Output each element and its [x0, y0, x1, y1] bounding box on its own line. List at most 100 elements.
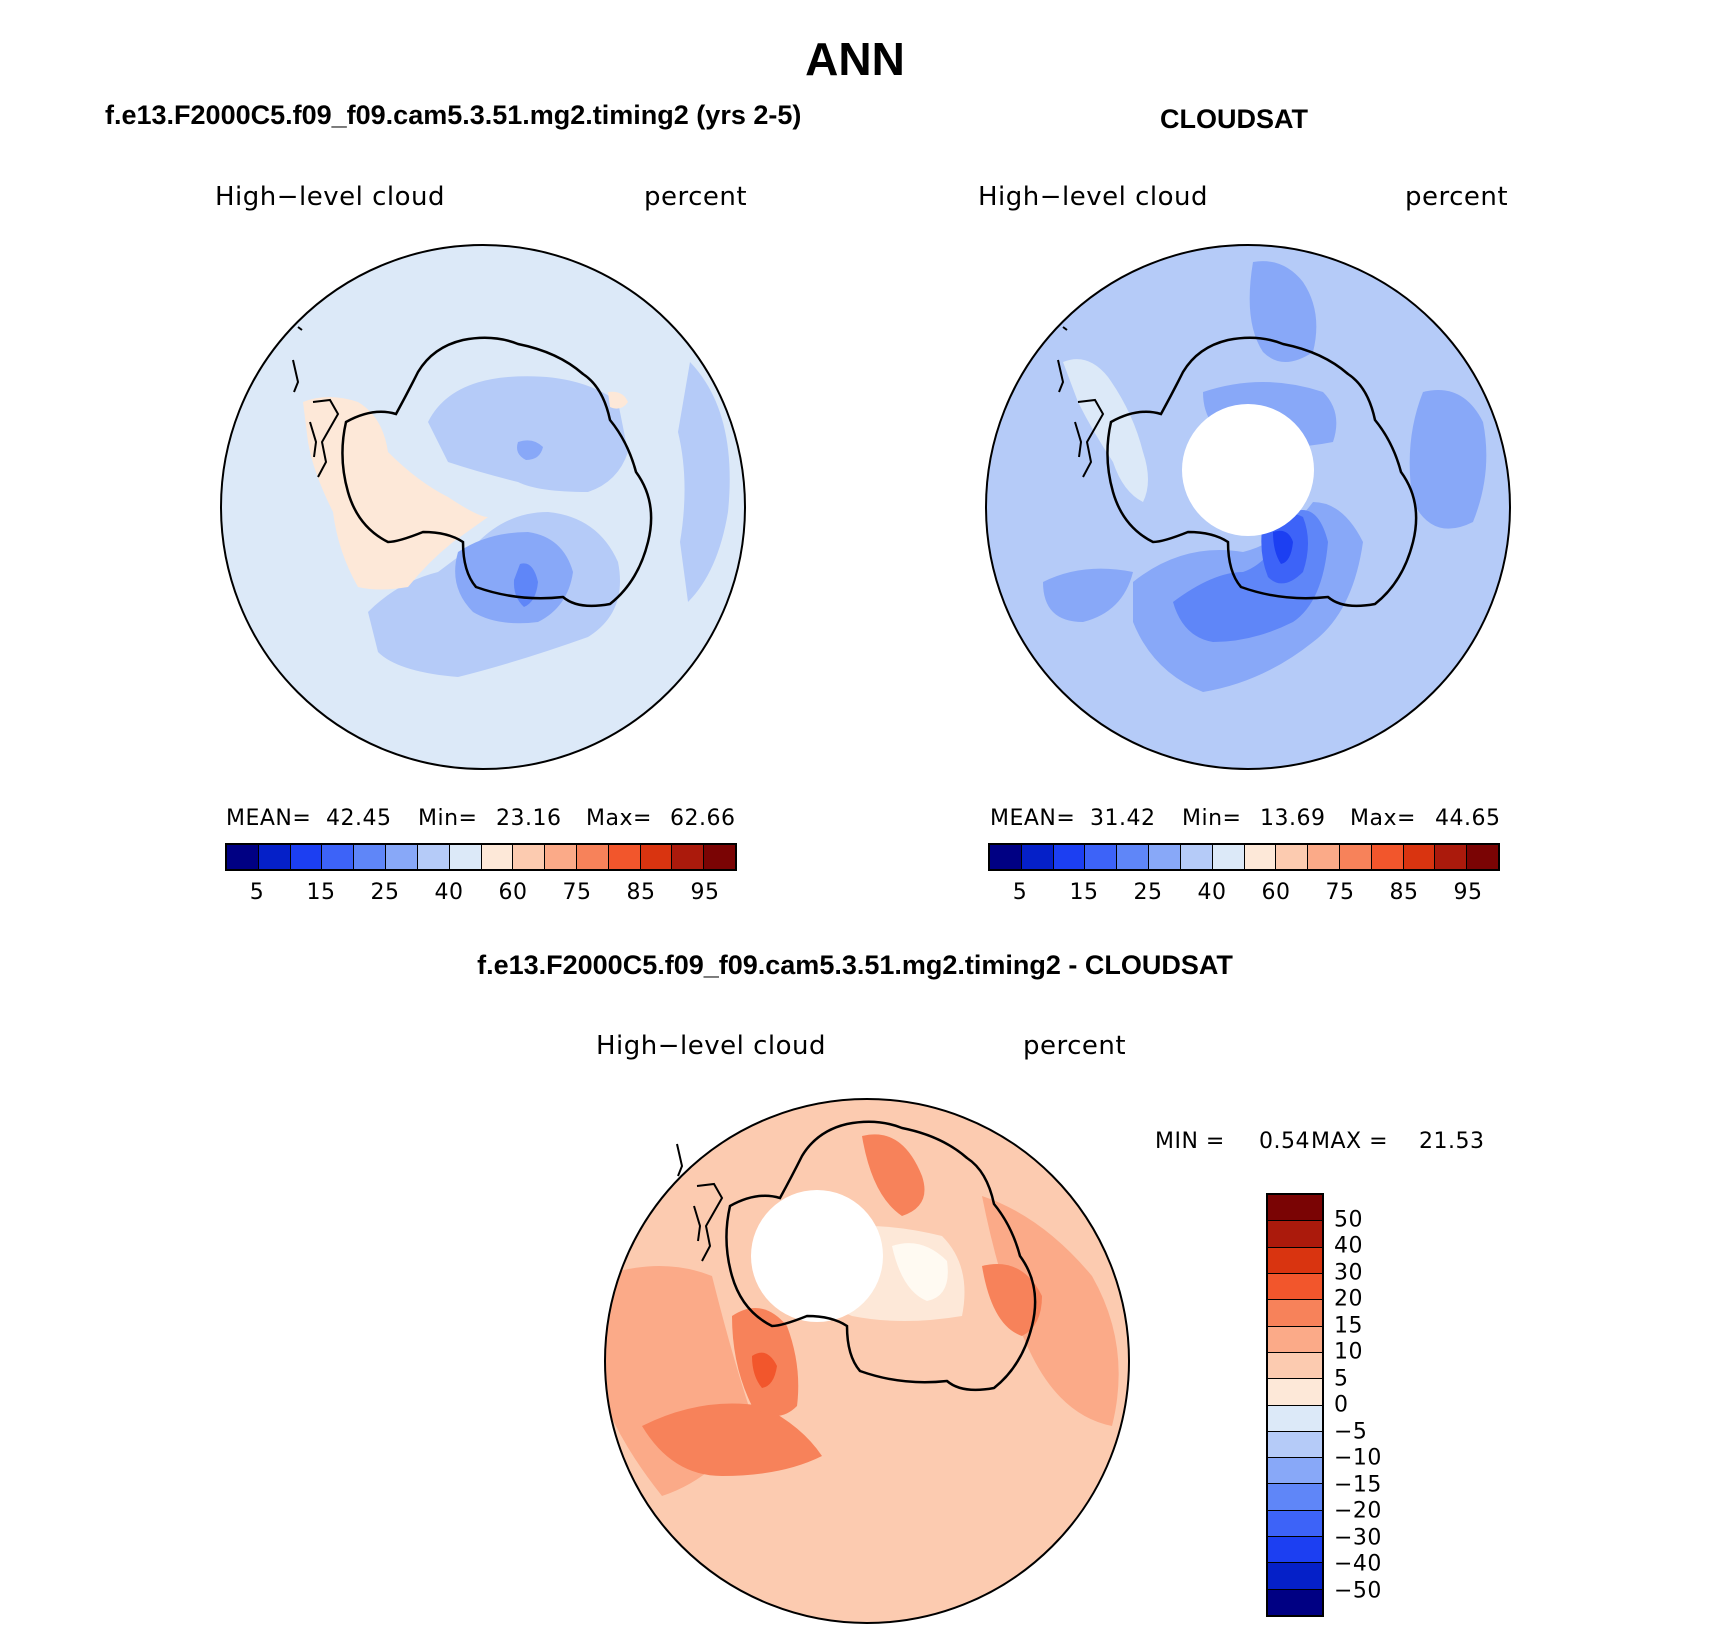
diff-colorbar-box — [1268, 1563, 1322, 1590]
diff-missing-data-hole — [751, 1190, 883, 1322]
model-field-contour — [517, 440, 543, 460]
diff-field-contour — [982, 1196, 1119, 1426]
model-field-contour — [303, 397, 488, 590]
obs-colorbar-box — [1149, 845, 1181, 869]
model-colorbar-box — [576, 845, 609, 869]
diff-colorbar-tick-label: 40 — [1334, 1233, 1363, 1259]
model-colorbar-box — [704, 845, 735, 869]
model-colorbar-box — [672, 845, 705, 869]
obs-map-border — [985, 244, 1511, 770]
model-mean-label: MEAN= — [226, 806, 312, 831]
model-colorbar-tick-label: 40 — [434, 880, 464, 905]
obs-colorbar-tick-label: 75 — [1325, 880, 1355, 905]
diff-colorbar-box — [1268, 1484, 1322, 1511]
obs-field-contour — [1273, 530, 1293, 564]
diff-min-label: MIN = — [1155, 1129, 1225, 1154]
obs-colorbar-tick-label: 15 — [1069, 880, 1099, 905]
diff-colorbar-tick-label: −5 — [1334, 1419, 1368, 1444]
obs-colorbar-box — [1021, 845, 1054, 869]
diff-colorbar-tick-label: 30 — [1334, 1260, 1363, 1285]
obs-colorbar-tick-label: 95 — [1453, 880, 1483, 905]
obs-colorbar — [988, 843, 1500, 871]
diff-colorbar-box — [1268, 1537, 1322, 1564]
diff-colorbar-tick-label: 5 — [1334, 1366, 1349, 1391]
obs-colorbar-tick-label: 85 — [1389, 880, 1419, 905]
obs-variable-label: High−level cloud — [978, 182, 1209, 212]
diff-max-label: MAX = — [1311, 1129, 1389, 1154]
main-title: ANN — [805, 33, 905, 85]
obs-field-contour — [1063, 359, 1148, 502]
obs-panel-header: CLOUDSAT — [1160, 104, 1308, 134]
obs-colorbar-ticks: 5 15 25 40 60 75 85 95 — [988, 880, 1500, 908]
model-colorbar-box — [290, 845, 323, 869]
diff-field-contour — [892, 1243, 948, 1301]
diff-colorbar-ticks: 50 40 30 20 15 10 5 0 −5 −10 −15 −20 −30 −40 −50 — [1334, 1193, 1414, 1617]
model-colorbar-tick-label: 75 — [562, 880, 592, 905]
model-min-label: Min= — [418, 806, 478, 831]
obs-field-contour — [1249, 261, 1317, 362]
diff-variable-label: High−level cloud — [596, 1031, 827, 1061]
diff-coastline-islands — [676, 1143, 684, 1177]
obs-max-label: Max= — [1350, 806, 1416, 831]
diff-colorbar-box — [1268, 1510, 1322, 1538]
model-panel-header: f.e13.F2000C5.f09_f09.cam5.3.51.mg2.timi… — [105, 100, 802, 130]
diff-colorbar-box — [1268, 1326, 1322, 1353]
model-colorbar-box — [481, 845, 514, 869]
model-colorbar-box — [640, 845, 673, 869]
diff-colorbar-tick-label: 10 — [1334, 1339, 1363, 1365]
diff-polar-map — [604, 1098, 1130, 1624]
obs-colorbar-tick-label: 40 — [1197, 880, 1227, 905]
model-colorbar-box — [354, 845, 387, 869]
obs-polar-map — [985, 244, 1511, 770]
diff-colorbar-tick-label: −30 — [1334, 1525, 1382, 1550]
model-colorbar-box — [417, 845, 450, 869]
diff-colorbar-box — [1268, 1195, 1322, 1222]
obs-colorbar-box — [990, 845, 1022, 869]
diff-field-contour — [982, 1264, 1042, 1336]
diff-max-value: 21.53 — [1419, 1129, 1485, 1154]
diff-colorbar-box — [1268, 1458, 1322, 1485]
obs-colorbar-box — [1117, 845, 1150, 869]
diff-field-contour — [642, 1403, 822, 1476]
model-units-label: percent — [644, 182, 748, 212]
model-colorbar-tick-label: 95 — [690, 880, 720, 905]
diff-colorbar-tick-label: −50 — [1334, 1578, 1382, 1603]
obs-colorbar-box — [1053, 845, 1086, 869]
obs-colorbar-tick-label: 5 — [1012, 880, 1028, 905]
diff-field-contour — [752, 1352, 777, 1388]
diff-colorbar-tick-label: −40 — [1334, 1551, 1382, 1577]
model-colorbar-tick-label: 15 — [306, 880, 336, 905]
obs-colorbar-box — [1276, 845, 1309, 869]
diff-colorbar — [1266, 1193, 1324, 1617]
diff-colorbar-tick-label: 15 — [1334, 1313, 1363, 1338]
diff-coastline — [725, 1120, 1037, 1392]
model-colorbar-box — [545, 845, 577, 869]
diff-colorbar-box — [1268, 1247, 1322, 1274]
model-coastline-peninsula — [309, 398, 340, 478]
obs-colorbar-box — [1403, 845, 1436, 869]
model-map-border — [220, 244, 746, 770]
diff-colorbar-box — [1268, 1300, 1322, 1327]
diff-colorbar-box — [1268, 1589, 1322, 1615]
model-coastline-islands — [292, 326, 303, 393]
diff-colorbar-box — [1268, 1431, 1322, 1459]
obs-colorbar-box — [1308, 845, 1340, 869]
model-colorbar-box — [386, 845, 418, 869]
obs-colorbar-box — [1085, 845, 1118, 869]
obs-field-contour — [1409, 390, 1487, 529]
diff-colorbar-tick-label: −20 — [1334, 1498, 1382, 1524]
obs-units-label: percent — [1405, 182, 1509, 212]
diff-colorbar-box — [1268, 1379, 1322, 1406]
diff-colorbar-box — [1268, 1221, 1322, 1248]
diff-colorbar-tick-label: 50 — [1334, 1207, 1363, 1232]
model-colorbar — [225, 843, 737, 871]
obs-coastline-islands — [1057, 326, 1068, 393]
model-colorbar-tick-label: 60 — [498, 880, 528, 905]
model-colorbar-tick-label: 25 — [370, 880, 400, 905]
obs-colorbar-box — [1180, 845, 1213, 869]
model-min-value: 23.16 — [496, 806, 562, 831]
obs-min-label: Min= — [1182, 806, 1242, 831]
diff-panel-header: f.e13.F2000C5.f09_f09.cam5.3.51.mg2.timi… — [477, 950, 1233, 980]
model-field-contour — [428, 376, 628, 492]
obs-colorbar-tick-label: 60 — [1261, 880, 1291, 905]
